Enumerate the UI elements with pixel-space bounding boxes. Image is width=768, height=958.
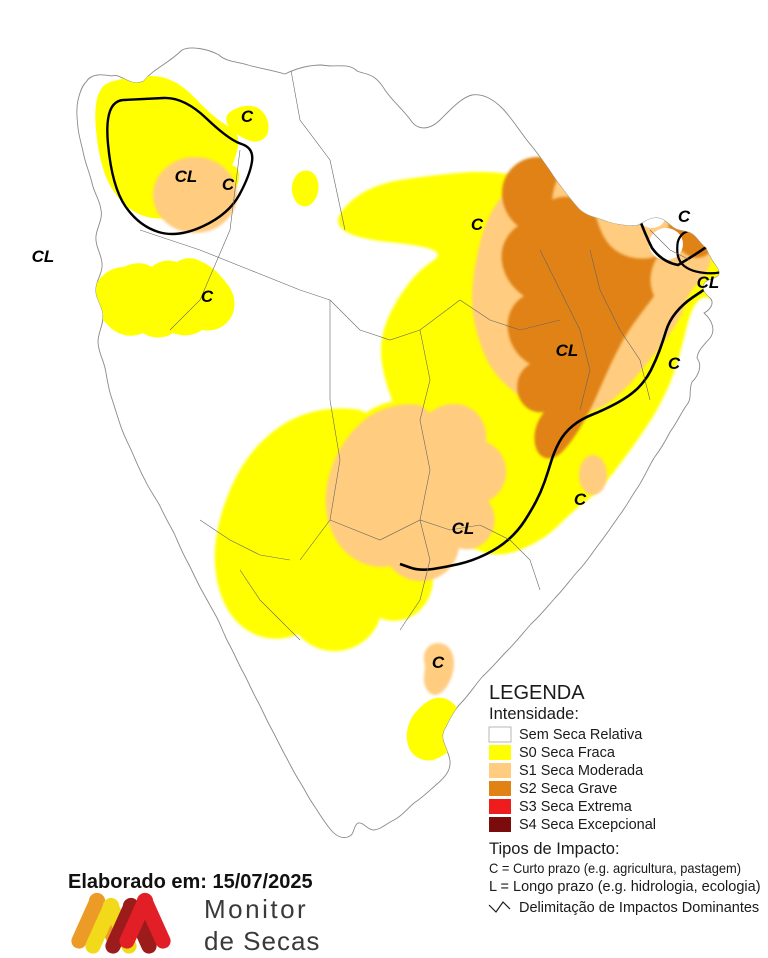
svg-text:C: C [241,107,254,126]
svg-text:de Secas: de Secas [204,926,320,956]
svg-text:C: C [432,653,445,672]
svg-text:S2 Seca Grave: S2 Seca Grave [519,781,617,797]
svg-text:S3 Seca Extrema: S3 Seca Extrema [519,799,633,815]
svg-text:Intensidade:: Intensidade: [489,705,579,723]
svg-text:C: C [678,207,691,226]
svg-text:C: C [574,490,587,509]
svg-text:C: C [668,354,681,373]
svg-text:C: C [471,215,484,234]
svg-text:Elaborado em: 15/07/2025: Elaborado em: 15/07/2025 [68,871,313,893]
svg-text:LEGENDA: LEGENDA [489,682,585,704]
svg-text:S0 Seca Fraca: S0 Seca Fraca [519,745,616,761]
svg-text:S4 Seca Excepcional: S4 Seca Excepcional [519,817,656,833]
svg-text:S1 Seca Moderada: S1 Seca Moderada [519,763,644,779]
svg-text:Sem Seca Relativa: Sem Seca Relativa [519,727,643,743]
svg-text:CL: CL [452,519,475,538]
svg-text:C: C [222,175,235,194]
svg-text:C: C [201,287,214,306]
svg-text:CL: CL [556,341,579,360]
svg-text:Delimitação de Impactos Domina: Delimitação de Impactos Dominantes [519,900,759,916]
svg-text:CL: CL [32,247,55,266]
svg-text:Tipos de Impacto:: Tipos de Impacto: [489,840,620,858]
svg-text:Monitor: Monitor [204,894,308,924]
svg-text:C = Curto prazo (e.g. agricult: C = Curto prazo (e.g. agricultura, pasta… [489,860,741,876]
svg-text:CL: CL [175,167,198,186]
svg-text:CL: CL [697,273,720,292]
svg-text:L = Longo prazo (e.g. hidrolog: L = Longo prazo (e.g. hidrologia, ecolog… [489,879,761,895]
